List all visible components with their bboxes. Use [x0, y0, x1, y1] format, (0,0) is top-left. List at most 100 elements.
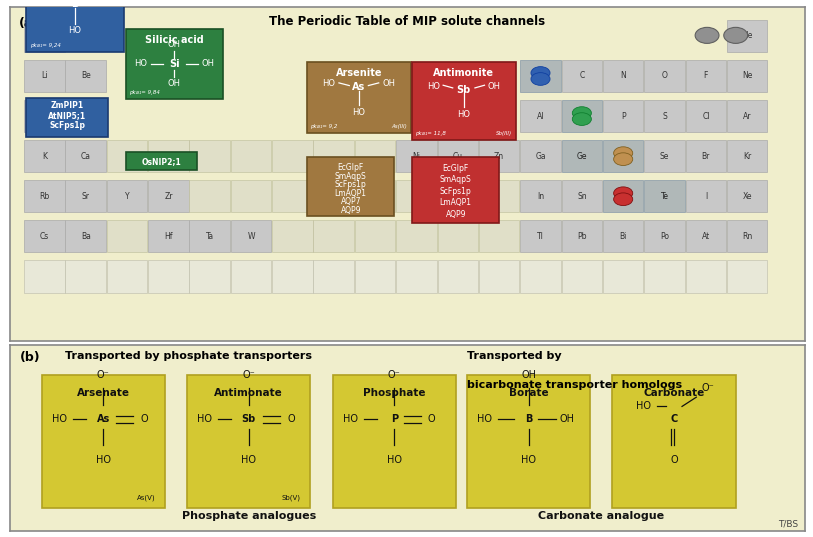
Text: (b): (b) — [20, 351, 41, 364]
FancyBboxPatch shape — [479, 220, 520, 252]
FancyBboxPatch shape — [644, 100, 685, 132]
Text: EcGlpF: EcGlpF — [337, 163, 364, 172]
FancyBboxPatch shape — [354, 140, 395, 172]
FancyBboxPatch shape — [272, 220, 313, 252]
Text: Sr: Sr — [81, 192, 89, 201]
Text: Rb: Rb — [39, 192, 50, 201]
FancyBboxPatch shape — [189, 180, 230, 213]
Ellipse shape — [695, 27, 719, 43]
Text: (a): (a) — [20, 17, 40, 30]
Text: Silicic acid: Silicic acid — [145, 35, 204, 45]
Text: ScFps1p: ScFps1p — [49, 121, 85, 130]
FancyBboxPatch shape — [727, 260, 767, 293]
FancyBboxPatch shape — [189, 140, 230, 172]
Ellipse shape — [572, 113, 591, 126]
FancyBboxPatch shape — [24, 20, 64, 52]
FancyBboxPatch shape — [727, 20, 767, 52]
Text: Phosphate: Phosphate — [363, 388, 425, 398]
FancyBboxPatch shape — [685, 60, 726, 92]
FancyBboxPatch shape — [603, 140, 643, 172]
FancyBboxPatch shape — [148, 220, 189, 252]
FancyBboxPatch shape — [685, 260, 726, 293]
Text: S: S — [662, 112, 667, 121]
FancyBboxPatch shape — [272, 180, 313, 213]
FancyBboxPatch shape — [189, 220, 230, 252]
FancyBboxPatch shape — [562, 100, 602, 132]
Text: bicarbonate transporter homologs: bicarbonate transporter homologs — [467, 381, 682, 390]
FancyBboxPatch shape — [65, 140, 106, 172]
Text: O: O — [288, 415, 295, 424]
Text: Antimonate: Antimonate — [215, 388, 283, 398]
Text: Pb: Pb — [577, 232, 587, 241]
FancyBboxPatch shape — [107, 140, 147, 172]
Text: P: P — [390, 415, 398, 424]
Text: B: B — [72, 0, 79, 9]
Text: Ne: Ne — [742, 71, 752, 81]
Text: Arsenate: Arsenate — [76, 388, 130, 398]
FancyBboxPatch shape — [231, 220, 272, 252]
Text: ZmPIP1: ZmPIP1 — [50, 100, 84, 110]
FancyBboxPatch shape — [437, 260, 478, 293]
Text: The Periodic Table of MIP solute channels: The Periodic Table of MIP solute channel… — [269, 16, 546, 28]
Text: B: B — [525, 415, 533, 424]
Text: Sb(V): Sb(V) — [282, 495, 301, 501]
Text: Sb: Sb — [241, 415, 256, 424]
Text: pka₁= 9,2: pka₁= 9,2 — [311, 124, 337, 129]
Text: Antimonite: Antimonite — [433, 68, 494, 78]
FancyBboxPatch shape — [520, 260, 561, 293]
Text: Sb(III): Sb(III) — [496, 130, 512, 135]
Text: HO: HO — [637, 402, 651, 411]
FancyBboxPatch shape — [644, 140, 685, 172]
FancyBboxPatch shape — [479, 260, 520, 293]
FancyBboxPatch shape — [354, 260, 395, 293]
FancyBboxPatch shape — [467, 375, 590, 509]
Text: O: O — [662, 71, 667, 81]
Text: Cl: Cl — [702, 112, 710, 121]
Text: Li: Li — [41, 71, 48, 81]
FancyBboxPatch shape — [148, 260, 189, 293]
FancyBboxPatch shape — [65, 60, 106, 92]
Text: Ar: Ar — [743, 112, 751, 121]
Text: HO: HO — [477, 415, 493, 424]
FancyBboxPatch shape — [65, 100, 106, 132]
Text: Ba: Ba — [80, 232, 90, 241]
FancyBboxPatch shape — [272, 260, 313, 293]
FancyBboxPatch shape — [307, 157, 394, 216]
Text: O⁻: O⁻ — [97, 370, 110, 380]
Text: OH: OH — [521, 370, 536, 380]
FancyBboxPatch shape — [727, 60, 767, 92]
Text: Ge: Ge — [576, 151, 587, 161]
Ellipse shape — [614, 193, 633, 206]
FancyBboxPatch shape — [396, 180, 437, 213]
FancyBboxPatch shape — [65, 180, 106, 213]
FancyBboxPatch shape — [520, 140, 561, 172]
FancyBboxPatch shape — [603, 220, 643, 252]
FancyBboxPatch shape — [314, 140, 354, 172]
FancyBboxPatch shape — [603, 60, 643, 92]
FancyBboxPatch shape — [562, 260, 602, 293]
Text: Po: Po — [660, 232, 669, 241]
Ellipse shape — [724, 27, 748, 43]
Text: OH: OH — [99, 0, 112, 9]
FancyBboxPatch shape — [685, 180, 726, 213]
Text: OsNIP2;1: OsNIP2;1 — [141, 157, 181, 166]
Ellipse shape — [531, 72, 550, 85]
FancyBboxPatch shape — [314, 220, 354, 252]
Text: AtNIP5;1: AtNIP5;1 — [48, 111, 86, 120]
Text: He: He — [742, 31, 752, 40]
Text: F: F — [704, 71, 708, 81]
Text: Si: Si — [169, 59, 180, 69]
FancyBboxPatch shape — [520, 180, 561, 213]
FancyBboxPatch shape — [41, 375, 165, 509]
Text: HO: HO — [52, 415, 67, 424]
FancyBboxPatch shape — [396, 220, 437, 252]
Text: O⁻: O⁻ — [242, 370, 255, 380]
FancyBboxPatch shape — [644, 260, 685, 293]
Text: Hf: Hf — [164, 232, 172, 241]
Text: Br: Br — [702, 151, 710, 161]
FancyBboxPatch shape — [520, 220, 561, 252]
Text: Y: Y — [124, 192, 129, 201]
FancyBboxPatch shape — [396, 260, 437, 293]
Ellipse shape — [614, 187, 633, 200]
Text: Sb: Sb — [457, 84, 471, 95]
